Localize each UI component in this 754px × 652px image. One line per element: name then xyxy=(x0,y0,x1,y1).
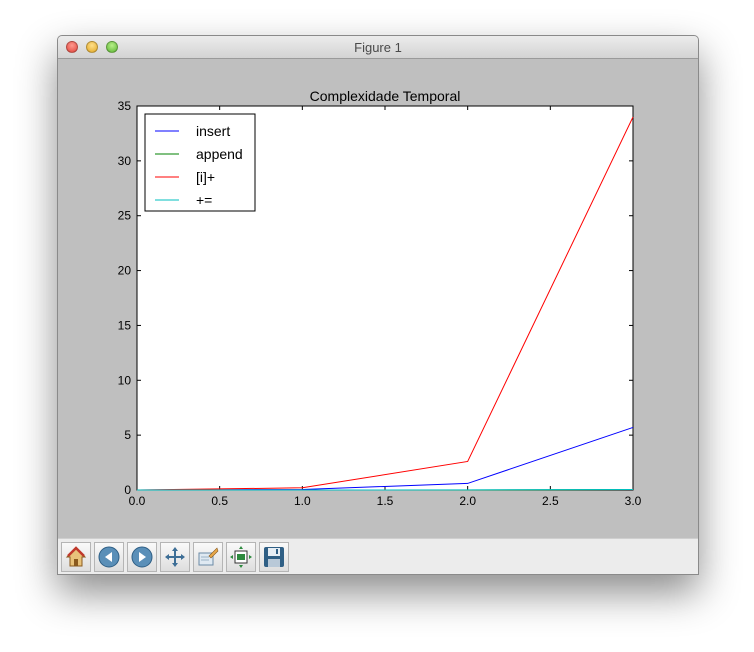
x-tick-label: 1.5 xyxy=(377,494,394,508)
window-title: Figure 1 xyxy=(354,40,402,55)
pan-icon xyxy=(165,547,185,567)
x-tick-label: 3.0 xyxy=(625,494,642,508)
y-tick-label: 5 xyxy=(124,428,131,442)
series-line-2 xyxy=(136,116,634,491)
y-tick-label: 35 xyxy=(118,99,132,113)
home-button[interactable] xyxy=(61,542,91,572)
y-tick-label: 30 xyxy=(118,154,132,168)
chart-title: Complexidade Temporal xyxy=(310,88,461,104)
home-icon xyxy=(65,546,87,567)
legend-label: append xyxy=(196,146,243,162)
toolbar xyxy=(58,538,698,574)
x-tick-label: 0.0 xyxy=(129,494,146,508)
x-tick-label: 0.5 xyxy=(211,494,228,508)
title-bar: Figure 1 xyxy=(58,36,698,59)
zoom-button[interactable] xyxy=(106,41,118,53)
save-icon xyxy=(264,547,284,567)
legend-label: insert xyxy=(196,123,230,139)
y-tick-label: 15 xyxy=(118,318,132,332)
forward-arrow-icon xyxy=(131,546,153,568)
y-tick-label: 10 xyxy=(118,373,132,387)
y-tick-label: 25 xyxy=(118,209,132,223)
save-button[interactable] xyxy=(259,542,289,572)
forward-button[interactable] xyxy=(127,542,157,572)
legend-label: += xyxy=(196,192,212,208)
x-tick-label: 1.0 xyxy=(294,494,311,508)
y-tick-label: 0 xyxy=(124,483,131,497)
pan-button[interactable] xyxy=(160,542,190,572)
minimize-button[interactable] xyxy=(86,41,98,53)
figure-canvas: Complexidade Temporal 0.0 0.5 1.0 1.5 2.0 2.5… xyxy=(58,59,698,538)
y-tick-label: 20 xyxy=(118,264,132,278)
legend-box xyxy=(144,113,256,212)
subplots-icon xyxy=(230,546,252,568)
x-tick-label: 2.0 xyxy=(459,494,476,508)
zoom-rect-icon xyxy=(198,547,219,566)
zoom-rect-button[interactable] xyxy=(193,542,223,572)
subplots-button[interactable] xyxy=(226,542,256,572)
legend-label: [i]+ xyxy=(196,169,215,185)
figure-window: Figure 1 Complexidade Temporal 0.0 0.5 1.0… xyxy=(57,35,699,575)
back-button[interactable] xyxy=(94,542,124,572)
chart: Complexidade Temporal 0.0 0.5 1.0 1.5 2.0 2.5… xyxy=(118,88,642,508)
back-arrow-icon xyxy=(98,546,120,568)
x-tick-label: 2.5 xyxy=(542,494,559,508)
close-button[interactable] xyxy=(66,41,78,53)
